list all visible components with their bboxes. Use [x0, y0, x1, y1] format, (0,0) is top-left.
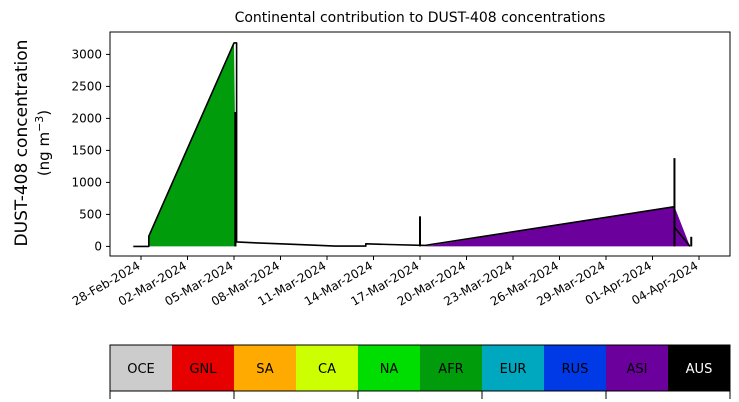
y-axis-label-line1: DUST-408 concentration	[12, 40, 32, 247]
colorbar-swatch-sa	[234, 345, 297, 391]
colorbar-swatch-gnl	[172, 345, 235, 391]
y-tick-label: 0	[94, 239, 102, 253]
colorbar-label-gnl: GNL	[189, 362, 217, 377]
colorbar-label-aus: AUS	[686, 362, 713, 377]
colorbar-swatch-afr	[420, 345, 483, 391]
colorbar-label-asi: ASI	[627, 362, 648, 377]
plot-area: 05001000150020002500300028-Feb-202402-Ma…	[70, 31, 731, 309]
colorbar-swatch-eur	[482, 345, 545, 391]
colorbar-label-rus: RUS	[562, 362, 589, 377]
continent-colorbar: OCE GNL SA CA NA AFR EUR RUS ASI AUS	[109, 344, 731, 399]
y-tick-label: 1500	[71, 143, 102, 157]
colorbar-label-sa: SA	[256, 362, 273, 377]
total-envelope-line	[133, 42, 691, 248]
chart-title: Continental contribution to DUST-408 con…	[235, 10, 606, 26]
y-axis-label-line2: (ng m−3)	[33, 110, 53, 176]
colorbar-label-eur: EUR	[500, 362, 527, 377]
colorbar-swatch-oce	[110, 345, 173, 391]
y-axis-label: DUST-408 concentration (ng m−3)	[12, 40, 53, 247]
colorbar-label-oce: OCE	[127, 362, 155, 377]
y-tick-label: 1000	[71, 175, 102, 189]
colorbar-frame	[109, 344, 731, 392]
colorbar-label-ca: CA	[318, 362, 336, 377]
colorbar-swatch-rus	[544, 345, 607, 391]
series-area-afr	[133, 42, 237, 247]
colorbar-swatch-ca	[296, 345, 359, 391]
colorbar-label-afr: AFR	[438, 362, 463, 377]
colorbar-swatch-asi	[606, 345, 669, 391]
colorbar-swatch-aus	[668, 345, 731, 391]
y-tick-label: 3000	[71, 47, 102, 61]
colorbar-label-na: NA	[380, 362, 399, 377]
y-tick-label: 2500	[71, 79, 102, 93]
y-tick-label: 2000	[71, 111, 102, 125]
colorbar-swatch-na	[358, 345, 421, 391]
y-tick-label: 500	[79, 207, 102, 221]
series-area-asi	[425, 206, 690, 247]
